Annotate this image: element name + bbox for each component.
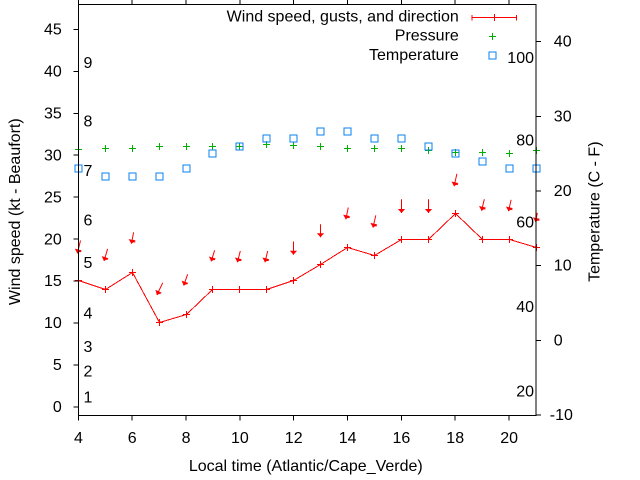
svg-text:25: 25 [44, 189, 62, 206]
svg-text:20: 20 [516, 384, 534, 401]
svg-text:40: 40 [516, 299, 534, 316]
svg-text:80: 80 [516, 132, 534, 149]
svg-text:30: 30 [44, 147, 62, 164]
svg-text:60: 60 [516, 215, 534, 232]
svg-text:35: 35 [44, 106, 62, 123]
svg-text:40: 40 [554, 34, 572, 51]
svg-text:100: 100 [507, 50, 534, 67]
svg-text:10: 10 [231, 430, 249, 447]
svg-text:8: 8 [84, 114, 93, 131]
svg-text:-10: -10 [550, 407, 573, 424]
svg-text:5: 5 [53, 357, 62, 374]
svg-text:Wind speed (kt - Beaufort): Wind speed (kt - Beaufort) [7, 118, 24, 305]
svg-text:4: 4 [74, 430, 83, 447]
svg-text:10: 10 [554, 258, 572, 275]
svg-text:20: 20 [44, 231, 62, 248]
svg-text:30: 30 [554, 108, 572, 125]
svg-text:1: 1 [84, 390, 93, 407]
svg-text:40: 40 [44, 64, 62, 81]
svg-text:6: 6 [128, 430, 137, 447]
svg-text:20: 20 [554, 183, 572, 200]
svg-text:Pressure: Pressure [395, 28, 459, 45]
svg-text:Local time (Atlantic/Cape_Verd: Local time (Atlantic/Cape_Verde) [189, 458, 423, 475]
svg-text:5: 5 [84, 255, 93, 272]
svg-text:15: 15 [44, 273, 62, 290]
svg-text:0: 0 [53, 399, 62, 416]
svg-text:6: 6 [84, 213, 93, 230]
svg-text:8: 8 [182, 430, 191, 447]
svg-text:2: 2 [84, 364, 93, 381]
svg-text:10: 10 [44, 315, 62, 332]
svg-text:7: 7 [84, 163, 93, 180]
svg-text:14: 14 [339, 430, 357, 447]
svg-text:4: 4 [84, 306, 93, 323]
svg-text:9: 9 [84, 55, 93, 72]
svg-text:Temperature: Temperature [369, 47, 459, 64]
svg-text:16: 16 [393, 430, 411, 447]
svg-text:Temperature (C - F): Temperature (C - F) [586, 141, 603, 281]
svg-text:18: 18 [446, 430, 464, 447]
svg-text:0: 0 [554, 332, 563, 349]
svg-text:3: 3 [84, 339, 93, 356]
svg-text:20: 20 [500, 430, 518, 447]
svg-text:12: 12 [285, 430, 303, 447]
svg-text:45: 45 [44, 22, 62, 39]
svg-text:Wind speed, gusts, and directi: Wind speed, gusts, and direction [227, 8, 459, 25]
